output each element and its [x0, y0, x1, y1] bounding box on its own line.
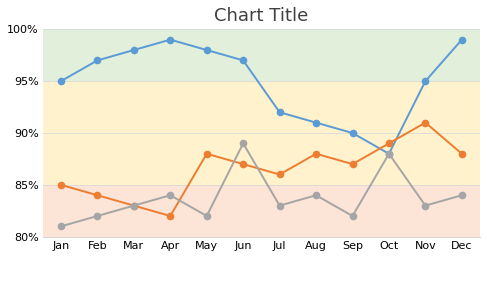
- Product B: [58, 183, 64, 187]
- Product B: [204, 152, 209, 156]
- Product A: [240, 59, 246, 62]
- Product B: [277, 173, 282, 176]
- Product C: [386, 152, 392, 156]
- Product C: [240, 142, 246, 145]
- Product B: [94, 193, 100, 197]
- Product A: [313, 121, 319, 125]
- Product A: [386, 152, 392, 156]
- Product A: [131, 48, 137, 52]
- Product B: [240, 162, 246, 166]
- Product C: [204, 214, 209, 218]
- Product A: [422, 79, 428, 83]
- Product C: [58, 225, 64, 228]
- Product B: [131, 204, 137, 207]
- Product A: [168, 38, 173, 41]
- Product C: [350, 214, 356, 218]
- Product B: [313, 152, 319, 156]
- Product B: [422, 121, 428, 125]
- Bar: [43, 185, 480, 237]
- Product B: [350, 162, 356, 166]
- Product B: [459, 152, 465, 156]
- Product C: [459, 193, 465, 197]
- Product C: [313, 193, 319, 197]
- Product C: [94, 214, 100, 218]
- Product A: [58, 79, 64, 83]
- Product A: [459, 38, 465, 41]
- Bar: [43, 81, 480, 185]
- Product B: [168, 214, 173, 218]
- Product C: [168, 193, 173, 197]
- Product B: [386, 142, 392, 145]
- Product A: [204, 48, 209, 52]
- Product C: [277, 204, 282, 207]
- Line: Product B: Product B: [58, 120, 465, 219]
- Product A: [94, 59, 100, 62]
- Product A: [350, 131, 356, 135]
- Bar: [43, 29, 480, 81]
- Product A: [277, 110, 282, 114]
- Product C: [422, 204, 428, 207]
- Line: Product C: Product C: [58, 140, 465, 229]
- Title: Chart Title: Chart Title: [214, 7, 309, 25]
- Line: Product A: Product A: [58, 37, 465, 157]
- Product C: [131, 204, 137, 207]
